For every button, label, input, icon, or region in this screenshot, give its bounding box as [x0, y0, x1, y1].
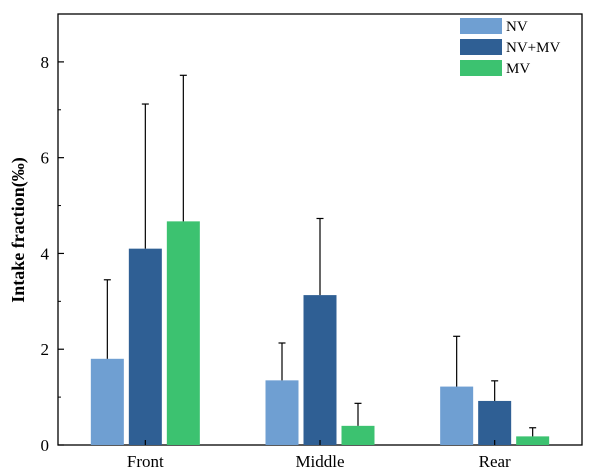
legend-swatch-mv [460, 60, 502, 76]
x-tick-label: Middle [295, 452, 344, 471]
bar-nv-mv-rear [478, 400, 512, 445]
y-axis-title: Intake fraction(‰) [8, 157, 29, 302]
bar-nv-front [90, 358, 124, 445]
bar-nv-middle [265, 380, 299, 445]
bar-nv-mv-front [128, 248, 162, 445]
bar-mv-rear [516, 436, 550, 445]
legend-label: MV [506, 61, 530, 77]
x-tick-label: Rear [479, 452, 511, 471]
legend: NV NV+MV MV [460, 18, 560, 77]
y-tick-label: 4 [41, 244, 50, 263]
legend-swatch-nv-mv [460, 39, 502, 55]
y-tick-label: 8 [41, 53, 50, 72]
x-tick-label: Front [127, 452, 164, 471]
bar-nv-rear [440, 386, 474, 445]
bars-layer [90, 221, 550, 445]
bar-mv-front [166, 221, 200, 445]
bar-mv-middle [341, 425, 375, 445]
legend-swatch-nv [460, 18, 502, 34]
bar-nv-mv-middle [303, 295, 337, 445]
y-tick-label: 6 [41, 149, 50, 168]
legend-label: NV+MV [506, 40, 560, 56]
x-axis: Front Middle Rear [127, 440, 511, 471]
legend-label: NV [506, 19, 528, 35]
y-tick-label: 2 [41, 340, 50, 359]
y-axis: 0 2 4 6 8 [41, 53, 64, 455]
y-tick-label: 0 [41, 436, 50, 455]
error-bars-layer [103, 74, 537, 437]
